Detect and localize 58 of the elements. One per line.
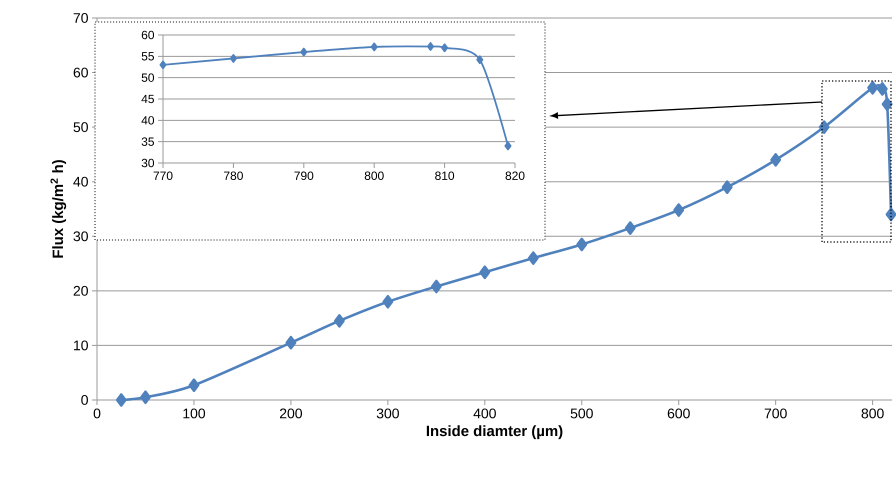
point [427,42,434,51]
x-tick-label: 100 [183,408,206,418]
x-tick-label: 600 [668,408,690,418]
x-tick-label: 500 [570,408,593,418]
point [285,336,296,350]
x-tick-label: 810 [435,172,454,180]
point [476,55,484,64]
y-tick-label: 45 [141,94,154,104]
point [159,60,167,70]
y-tick-label: 40 [141,116,154,125]
x-tick-label: 200 [280,408,302,418]
point [188,378,200,392]
x-tick-label: 300 [376,408,399,418]
x-tick-label: 400 [473,408,496,418]
y-tick-label: 0 [81,395,88,405]
point [504,142,512,150]
point [479,265,490,280]
x-tick-label: 790 [294,172,314,180]
x-tick-label: 770 [154,172,173,180]
point [722,180,733,194]
point [382,294,394,309]
point [576,238,588,252]
x-tick-label: 780 [224,172,243,180]
point [140,390,151,404]
point [334,314,345,328]
x-axis-title: Inside diamter (µm) [426,425,562,440]
x-tick-label: 800 [364,172,384,180]
y-tick-label: 60 [142,30,154,40]
y-tick-label: 50 [74,122,88,132]
y-tick-label: 30 [74,231,88,242]
point [116,393,127,407]
y-axis-title: Flux (kg/m$^{2}$ h) [50,160,66,258]
y-tick-label: 70 [74,13,88,23]
point [867,81,878,95]
point [300,48,308,56]
y-tick-label: 50 [142,73,154,82]
y-tick-label: 40 [73,176,88,187]
point [430,280,442,294]
y-tick-label: 20 [74,286,88,296]
point [882,97,893,112]
point [624,221,636,235]
point [876,82,888,96]
point [441,43,448,52]
point [673,203,684,217]
x-tick-label: 820 [506,172,525,180]
point [818,120,830,134]
y-tick-label: 60 [74,68,88,78]
y-tick-label: 30 [142,158,154,168]
point [230,54,237,63]
x-tick-label: 0 [94,408,100,418]
point [770,153,782,167]
point [528,251,539,265]
y-tick-label: 35 [142,137,154,146]
y-tick-label: 10 [74,340,88,350]
point [370,42,378,52]
x-tick-label: 700 [764,408,787,418]
x-tick-label: 800 [862,408,884,418]
y-tick-label: 55 [142,52,154,60]
